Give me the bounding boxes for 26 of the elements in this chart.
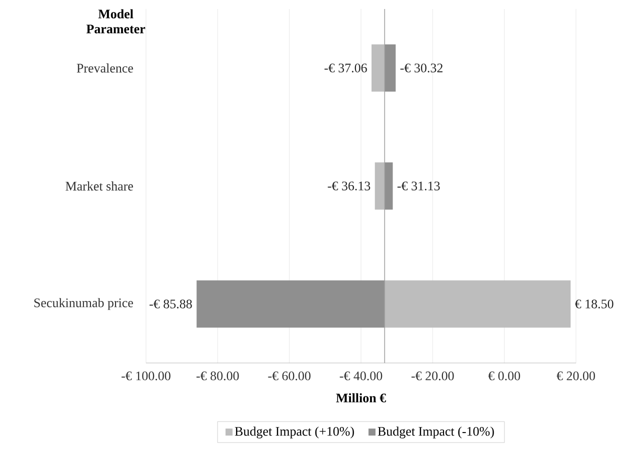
x-tick-label: € 20.00 [556, 372, 595, 380]
x-tick-label: -€ 20.00 [411, 372, 454, 380]
x-axis-title: Million € [336, 393, 386, 402]
x-tick-label: -€ 40.00 [340, 372, 382, 380]
x-tick-label: -€ 80.00 [196, 372, 239, 380]
y-axis-title: Model Parameter [86, 9, 146, 34]
data-label: -€ 85.88 [150, 300, 192, 308]
x-tick-label: € 0.00 [488, 372, 520, 380]
x-tick-label: -€ 100.00 [122, 372, 170, 380]
data-label: -€ 36.13 [328, 182, 370, 190]
bar [384, 44, 396, 92]
data-label: € 18.50 [575, 300, 614, 308]
legend-label: Budget Impact (+10%) [234, 426, 354, 438]
y-tick-label: Market share [66, 181, 134, 191]
data-label: -€ 30.32 [400, 64, 442, 72]
bar [372, 44, 385, 92]
data-label: -€ 31.13 [397, 182, 440, 190]
legend-label: Budget Impact (-10%) [378, 426, 494, 438]
x-tick-label: -€ 60.00 [268, 372, 310, 380]
bar [196, 280, 385, 328]
y-tick-label: Prevalence [76, 63, 134, 73]
data-label: -€ 37.06 [324, 64, 367, 72]
y-tick-label: Secukinumab price [34, 298, 134, 310]
bar [374, 162, 385, 210]
bar [384, 280, 571, 328]
bar [384, 162, 393, 210]
